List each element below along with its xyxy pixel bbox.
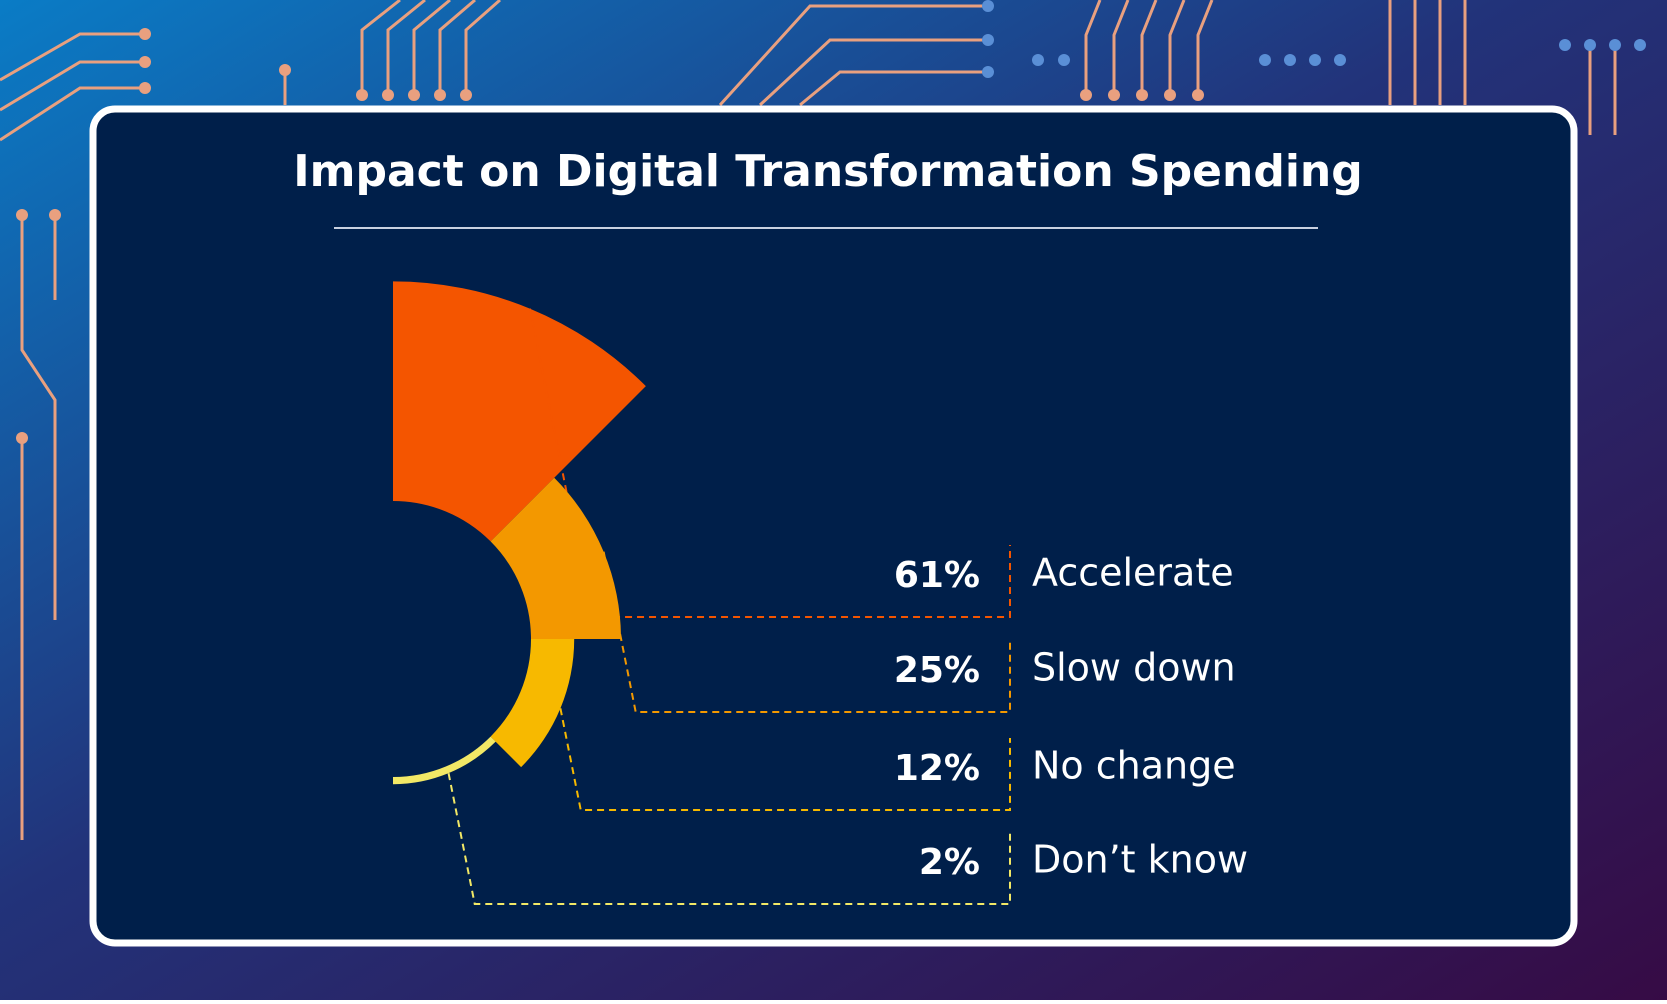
category-label: Slow down	[1032, 646, 1236, 690]
leader-line	[447, 772, 1011, 905]
radial-bar	[393, 736, 496, 785]
value-label: 61%	[894, 555, 980, 596]
leader-line	[602, 551, 1011, 713]
value-label: 2%	[919, 842, 980, 883]
card	[89, 105, 1578, 947]
circuit-nodes-blue	[982, 0, 1646, 78]
category-label: Accelerate	[1032, 551, 1234, 595]
radial-bar	[393, 281, 646, 542]
leader-line	[559, 708, 1011, 811]
leader-line	[528, 308, 1011, 618]
circuit-decoration	[0, 0, 1617, 840]
plot: 61% Accelerate 25% Slow down 12% No change 2% D…	[391, 258, 1248, 905]
radial-bar	[490, 477, 621, 639]
circuit-nodes	[16, 28, 1204, 444]
value-label: 12%	[894, 748, 980, 789]
chart-title: Impact on Digital Transformation Spendin…	[293, 146, 1362, 197]
radial-bar	[490, 639, 575, 768]
category-label: No change	[1032, 744, 1236, 788]
category-label: Don’t know	[1032, 838, 1248, 882]
value-label: 25%	[894, 650, 980, 691]
